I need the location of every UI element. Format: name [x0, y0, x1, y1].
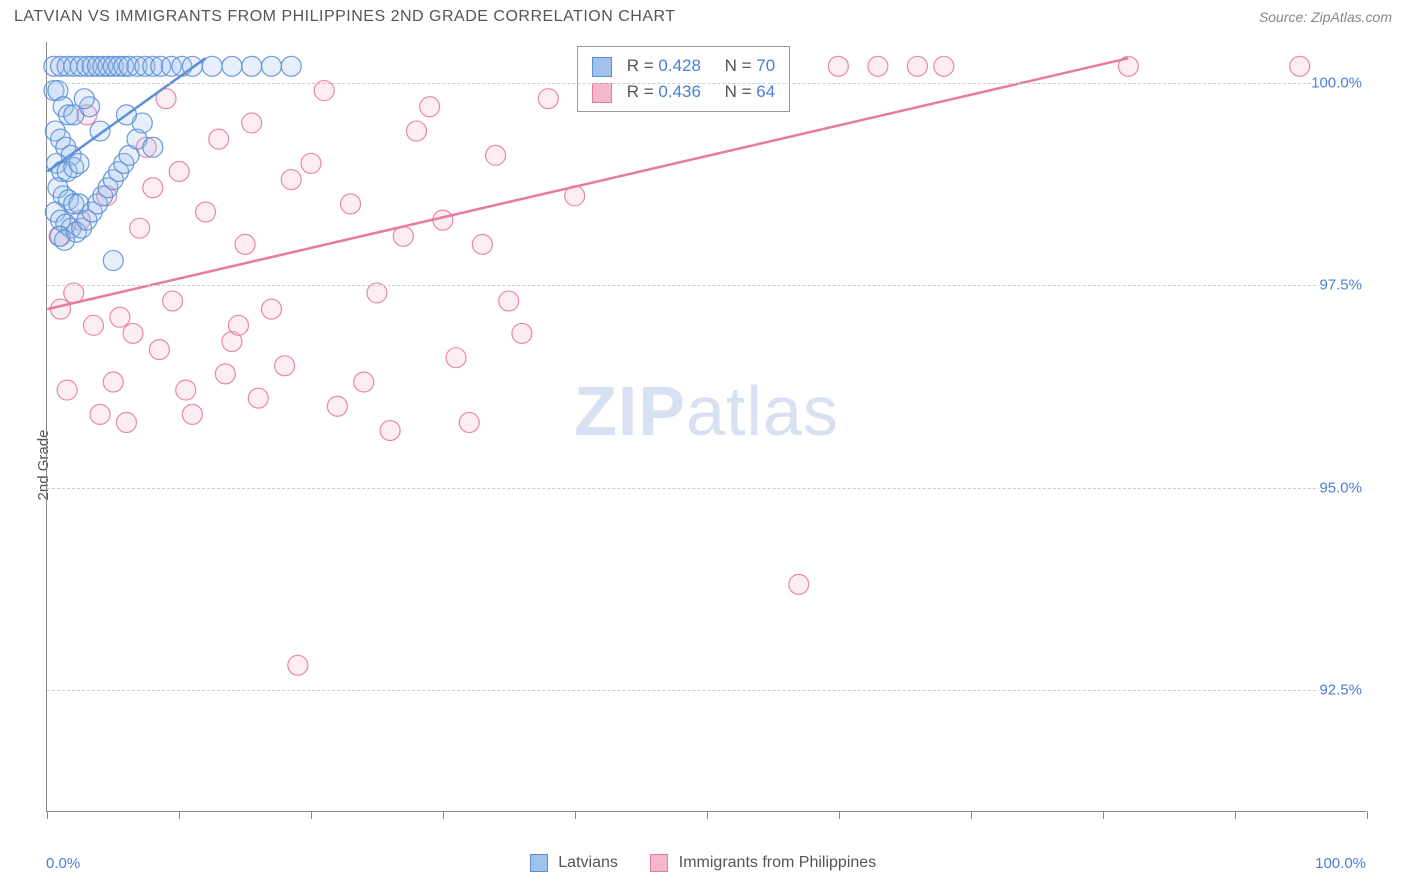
xtick	[839, 811, 840, 819]
xtick	[47, 811, 48, 819]
data-point	[182, 404, 202, 424]
data-point	[406, 121, 426, 141]
n-label: N =	[725, 82, 752, 101]
xtick	[443, 811, 444, 819]
data-point	[103, 251, 123, 271]
data-point	[538, 89, 558, 109]
data-point	[123, 323, 143, 343]
chart-title: LATVIAN VS IMMIGRANTS FROM PHILIPPINES 2…	[14, 8, 676, 26]
data-point	[446, 348, 466, 368]
n-value-1: 70	[756, 56, 775, 75]
gridline-h	[47, 488, 1366, 489]
xtick	[971, 811, 972, 819]
r-value-1: 0.428	[658, 56, 701, 75]
ytick-label: 95.0%	[1319, 479, 1368, 496]
data-point	[789, 574, 809, 594]
legend-swatch-1	[530, 854, 548, 872]
data-point	[242, 56, 262, 76]
legend-label-1: Latvians	[558, 854, 618, 871]
data-point	[459, 412, 479, 432]
data-point	[907, 56, 927, 76]
data-point	[130, 218, 150, 238]
xtick	[179, 811, 180, 819]
n-value-2: 64	[756, 82, 775, 101]
xtick	[311, 811, 312, 819]
data-point	[499, 291, 519, 311]
data-point	[934, 56, 954, 76]
data-point	[341, 194, 361, 214]
data-point	[57, 380, 77, 400]
data-point	[314, 81, 334, 101]
data-point	[261, 299, 281, 319]
data-point	[209, 129, 229, 149]
chart-header: LATVIAN VS IMMIGRANTS FROM PHILIPPINES 2…	[0, 0, 1406, 32]
data-point	[229, 315, 249, 335]
data-point	[828, 56, 848, 76]
data-point	[354, 372, 374, 392]
data-point	[248, 388, 268, 408]
data-point	[327, 396, 347, 416]
data-point	[51, 299, 71, 319]
xtick	[575, 811, 576, 819]
xtick	[1103, 811, 1104, 819]
r-value-2: 0.436	[658, 82, 701, 101]
chart-container: 2nd Grade ZIPatlas R = 0.428 N = 70 R = …	[0, 38, 1406, 892]
stats-swatch-2	[592, 83, 612, 103]
data-point	[110, 307, 130, 327]
gridline-h	[47, 285, 1366, 286]
data-point	[69, 153, 89, 173]
n-label: N =	[725, 56, 752, 75]
data-point	[472, 234, 492, 254]
ytick-label: 97.5%	[1319, 277, 1368, 294]
data-point	[1290, 56, 1310, 76]
data-point	[90, 404, 110, 424]
data-point	[288, 655, 308, 675]
data-point	[74, 89, 94, 109]
data-point	[420, 97, 440, 117]
data-point	[868, 56, 888, 76]
data-point	[281, 170, 301, 190]
legend-item-2: Immigrants from Philippines	[650, 854, 876, 872]
data-point	[512, 323, 532, 343]
data-point	[116, 412, 136, 432]
ytick-label: 92.5%	[1319, 682, 1368, 699]
data-point	[103, 372, 123, 392]
data-point	[143, 178, 163, 198]
data-point	[281, 56, 301, 76]
data-point	[380, 421, 400, 441]
xtick	[707, 811, 708, 819]
xtick	[1367, 811, 1368, 819]
data-point	[275, 356, 295, 376]
data-point	[261, 56, 281, 76]
plot-area: ZIPatlas R = 0.428 N = 70 R = 0.436 N = …	[46, 42, 1366, 812]
legend-item-1: Latvians	[530, 854, 618, 872]
data-point	[222, 56, 242, 76]
data-point	[84, 315, 104, 335]
data-point	[215, 364, 235, 384]
legend-swatch-2	[650, 854, 668, 872]
r-label: R =	[627, 56, 654, 75]
data-point	[176, 380, 196, 400]
stats-swatch-1	[592, 57, 612, 77]
data-point	[242, 113, 262, 133]
plot-svg	[47, 42, 1366, 811]
xtick	[1235, 811, 1236, 819]
legend-label-2: Immigrants from Philippines	[679, 854, 876, 871]
gridline-h	[47, 83, 1366, 84]
data-point	[163, 291, 183, 311]
data-point	[235, 234, 255, 254]
data-point	[301, 153, 321, 173]
gridline-h	[47, 690, 1366, 691]
data-point	[196, 202, 216, 222]
data-point	[143, 137, 163, 157]
stats-legend-box: R = 0.428 N = 70 R = 0.436 N = 64	[577, 46, 790, 112]
data-point	[169, 162, 189, 182]
data-point	[486, 145, 506, 165]
r-label: R =	[627, 82, 654, 101]
stats-row-1: R = 0.428 N = 70	[592, 53, 775, 79]
bottom-legend: Latvians Immigrants from Philippines	[0, 854, 1406, 872]
chart-source: Source: ZipAtlas.com	[1259, 9, 1392, 25]
ytick-label: 100.0%	[1311, 74, 1368, 91]
data-point	[149, 340, 169, 360]
